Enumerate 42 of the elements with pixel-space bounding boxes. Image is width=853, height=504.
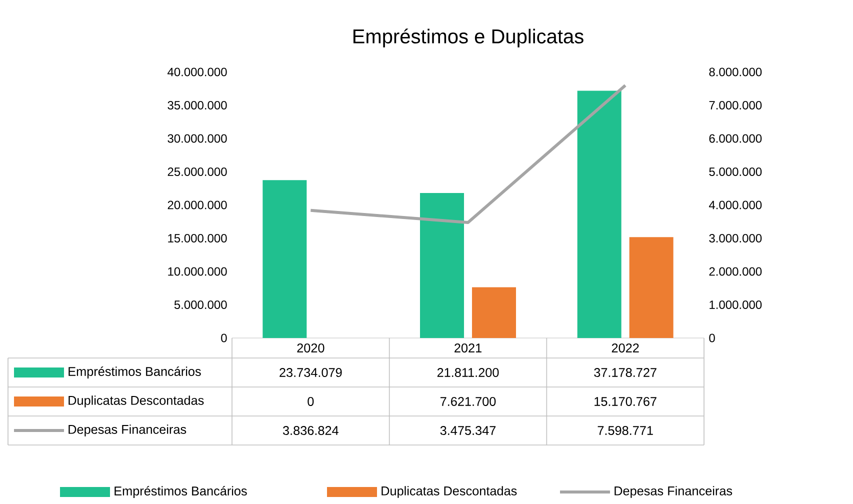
- legend-label: Depesas Financeiras: [68, 424, 186, 436]
- data-label: 3.475.347: [440, 426, 496, 435]
- x-tick-label: 2020: [297, 344, 324, 352]
- y-tick-label: 0: [221, 334, 227, 342]
- legend-label: Empréstimos Bancários: [68, 366, 201, 378]
- data-label: 15.170.767: [594, 397, 656, 406]
- chart-title: Empréstimos e Duplicatas: [353, 28, 584, 48]
- text: Depesas Financeiras: [614, 486, 732, 498]
- y2-tick-label: 3.000.000: [709, 234, 762, 243]
- x-tick-label: 2022: [612, 344, 639, 352]
- y2-tick-label: 1.000.000: [710, 300, 762, 310]
- x-tick-label: 2021: [454, 344, 482, 352]
- y2-tick-label: 8.000.000: [709, 68, 762, 76]
- bar: [629, 237, 674, 338]
- bar: [420, 192, 464, 338]
- data-label: 3.836.824: [282, 426, 338, 435]
- y-tick-label: 35.000.000: [168, 100, 227, 110]
- y2-tick-label: 5.000.000: [709, 167, 762, 176]
- y2-tick-label: 0: [709, 334, 715, 342]
- bar: [262, 180, 307, 338]
- y-tick-label: 20.000.000: [168, 200, 227, 210]
- y-tick-label: 40.000.000: [168, 68, 227, 76]
- legend-label: Duplicatas Descontadas: [382, 486, 517, 498]
- y2-tick-label: 4.000.000: [708, 200, 762, 210]
- y2-tick-label: 6.000.000: [709, 134, 762, 143]
- y-tick-label: 30.000.000: [168, 134, 227, 143]
- data-label: 37.178.727: [594, 368, 656, 377]
- bar: [472, 287, 516, 338]
- data-label: 23.734.079: [280, 368, 342, 377]
- data-label: 21.811.200: [437, 368, 499, 377]
- text: Empréstimos Bancários: [114, 486, 247, 498]
- y-tick-label: 10.000.000: [168, 267, 227, 276]
- data-label: 7.621.700: [440, 397, 496, 406]
- bar: [577, 90, 622, 338]
- y2-tick-label: 2.000.000: [709, 267, 762, 276]
- y-tick-label: 15.000.000: [168, 234, 227, 243]
- y-tick-label: 5.000.000: [174, 300, 227, 310]
- text: Duplicatas Descontadas: [68, 396, 204, 408]
- data-label: 7.598.771: [598, 426, 653, 435]
- y2-tick-label: 7.000.000: [709, 100, 762, 110]
- data-label: 0: [308, 397, 314, 406]
- y-tick-label: 25.000.000: [168, 167, 227, 176]
